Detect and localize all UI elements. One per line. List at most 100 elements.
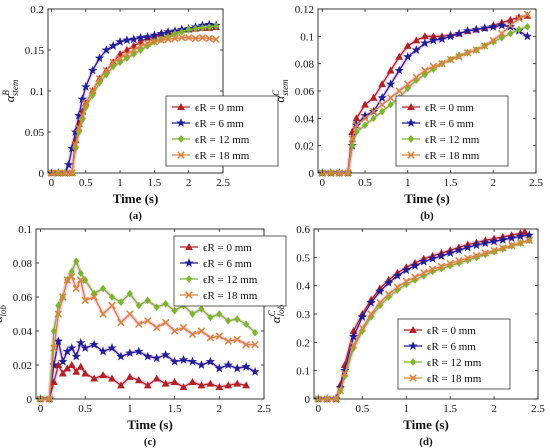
data-point	[369, 107, 378, 116]
data-point	[437, 34, 447, 43]
data-point	[161, 349, 171, 359]
data-point	[72, 284, 80, 293]
legend-marker	[406, 118, 416, 127]
data-point	[242, 340, 250, 349]
data-point	[419, 256, 429, 266]
data-point	[412, 36, 421, 44]
data-point	[117, 381, 125, 389]
y-tick-label: 0.3	[296, 309, 310, 321]
data-point	[95, 74, 104, 83]
y-tick-label: 0	[309, 168, 315, 180]
data-point	[170, 377, 179, 385]
legend-box	[395, 95, 509, 167]
data-point	[480, 23, 490, 33]
x-axis-label: Time (s)	[404, 191, 450, 206]
data-point	[471, 240, 482, 250]
data-point	[188, 330, 197, 339]
legend-entry: ϵR = 12 mm	[195, 134, 250, 146]
panel-label: (b)	[420, 210, 434, 222]
data-point	[480, 238, 490, 248]
data-point	[68, 169, 76, 177]
data-point	[206, 334, 215, 342]
data-point	[205, 356, 215, 366]
panel-label: (c)	[144, 436, 157, 448]
data-point	[384, 277, 394, 287]
data-point	[153, 303, 160, 312]
data-point	[68, 267, 75, 276]
data-point	[188, 377, 197, 385]
data-point	[403, 51, 413, 61]
x-tick-label: 1	[127, 403, 133, 415]
data-point	[81, 82, 91, 91]
data-point	[123, 50, 131, 58]
x-tick-label: 1.5	[147, 177, 161, 189]
y-tick-label: 0.1	[30, 86, 44, 98]
legend-marker	[407, 151, 415, 159]
data-point	[178, 28, 185, 36]
data-point	[251, 340, 259, 349]
data-point	[233, 379, 242, 387]
data-point	[234, 315, 241, 323]
data-point	[98, 346, 108, 356]
data-point	[395, 87, 403, 95]
x-axis-label: Time (s)	[403, 417, 449, 432]
x-tick-label: 0.5	[78, 403, 92, 415]
y-axis-label: αBstem	[1, 79, 20, 102]
data-point	[393, 283, 402, 291]
data-point	[108, 301, 116, 310]
legend-marker	[409, 358, 417, 366]
data-point	[498, 29, 506, 38]
data-point	[58, 356, 68, 366]
data-point	[117, 318, 125, 327]
x-tick-label: 0.5	[355, 403, 369, 415]
data-point	[233, 335, 241, 344]
x-tick-label: 0	[320, 177, 326, 189]
x-tick-label: 2	[217, 403, 223, 415]
data-point	[129, 41, 138, 49]
data-point	[99, 284, 107, 293]
data-point	[224, 337, 232, 345]
data-point	[192, 24, 199, 33]
data-point	[472, 46, 480, 54]
data-point	[348, 331, 359, 341]
data-point	[169, 356, 180, 366]
data-point	[395, 52, 404, 60]
legend-entry: ϵR = 0 mm	[427, 325, 476, 337]
data-point	[327, 169, 335, 177]
data-point	[525, 236, 533, 245]
data-point	[101, 45, 111, 54]
legend-entry: ϵR = 12 mm	[203, 274, 258, 286]
data-point	[410, 260, 420, 270]
data-point	[63, 276, 72, 284]
data-point	[214, 363, 224, 373]
data-point	[115, 36, 125, 46]
data-point	[135, 320, 143, 328]
data-point	[179, 383, 188, 391]
legend-marker	[409, 374, 417, 382]
data-point	[45, 395, 54, 403]
data-point	[59, 293, 67, 301]
data-point	[108, 293, 116, 301]
data-point	[89, 339, 99, 349]
data-point	[515, 231, 526, 241]
data-point	[136, 32, 146, 42]
data-point	[108, 374, 116, 382]
data-point	[161, 318, 170, 327]
legend-box	[165, 95, 279, 167]
y-tick-label: 0	[27, 394, 33, 406]
data-point	[196, 360, 207, 369]
data-point	[198, 305, 205, 313]
data-point	[507, 241, 516, 250]
data-point	[136, 37, 145, 45]
data-point	[171, 34, 179, 43]
chart-panel-1: 0 0.5 1 1.5 2 2.5 0 0.05 0.1 0.15 0.2 Time (s) αBste…	[1, 4, 279, 222]
data-point	[455, 53, 463, 61]
data-point	[102, 66, 111, 75]
data-point	[489, 236, 499, 246]
data-point	[401, 265, 411, 275]
y-axis-label: αClob	[267, 304, 286, 323]
data-point	[75, 128, 82, 136]
data-point	[206, 379, 215, 387]
data-point	[462, 26, 473, 35]
